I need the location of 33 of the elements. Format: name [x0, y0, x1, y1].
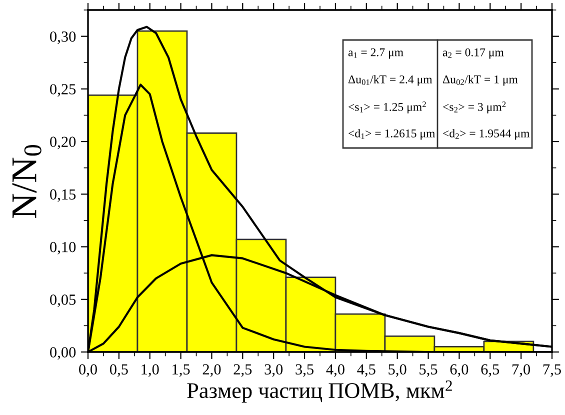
- x-tick-label: 6,5: [481, 364, 500, 377]
- y-tick-label: 0,00: [50, 347, 76, 360]
- x-tick-label: 7,5: [543, 364, 561, 377]
- x-tick-label: 4,0: [326, 364, 344, 377]
- x-tick-label: 5,5: [420, 364, 438, 377]
- annotation: Δu$_{02}$/kT = 1 μm: [442, 75, 518, 86]
- y-tick-label: 0,30: [50, 31, 76, 44]
- annotation: a$_{1}$ = 2.7 μm: [348, 48, 404, 59]
- annotation: <s$_{2}$> = 3 μm$^{2}$: [443, 102, 506, 114]
- x-tick-label: 5,0: [388, 364, 406, 377]
- x-tick-label: 2,5: [234, 364, 252, 377]
- y-tick-label: 0,15: [50, 189, 76, 202]
- x-tick-label: 3,5: [296, 364, 314, 377]
- x-tick-label: 1,0: [142, 364, 159, 377]
- y-tick-label: 0,20: [50, 136, 76, 150]
- x-tick-label: 1,5: [172, 364, 190, 377]
- annotation: Δu$_{01}$/kT = 2.4 μm: [348, 75, 432, 86]
- y-axis-title: N/N$_{0}$: [12, 144, 42, 218]
- y-tick-label: 0,10: [50, 242, 76, 254]
- x-tick-label: 3,0: [264, 364, 283, 377]
- x-tick-label: 7,0: [512, 364, 530, 377]
- x-tick-label: 0,5: [110, 364, 128, 377]
- annotation: <d$_{1}$> = 1.2615 μm: [348, 129, 436, 140]
- y-tick-label: 0,25: [50, 84, 76, 97]
- x-tick-label: 6,0: [450, 364, 468, 377]
- annotation: <d$_{2}$> = 1.9544 μm: [443, 129, 530, 140]
- x-tick-label: 2,0: [202, 364, 221, 377]
- x-axis-title: Размер частиц ПОМВ, мкм$^{2}$: [187, 380, 452, 403]
- x-tick-label: 4,5: [357, 364, 376, 377]
- x-tick-label: 0,0: [79, 364, 97, 377]
- y-tick-label: 0,05: [50, 294, 76, 308]
- annotation: a$_{2}$ = 0.17 μm: [442, 48, 504, 59]
- annotation: <s$_{1}$> = 1.25 μm$^{2}$: [348, 102, 426, 114]
